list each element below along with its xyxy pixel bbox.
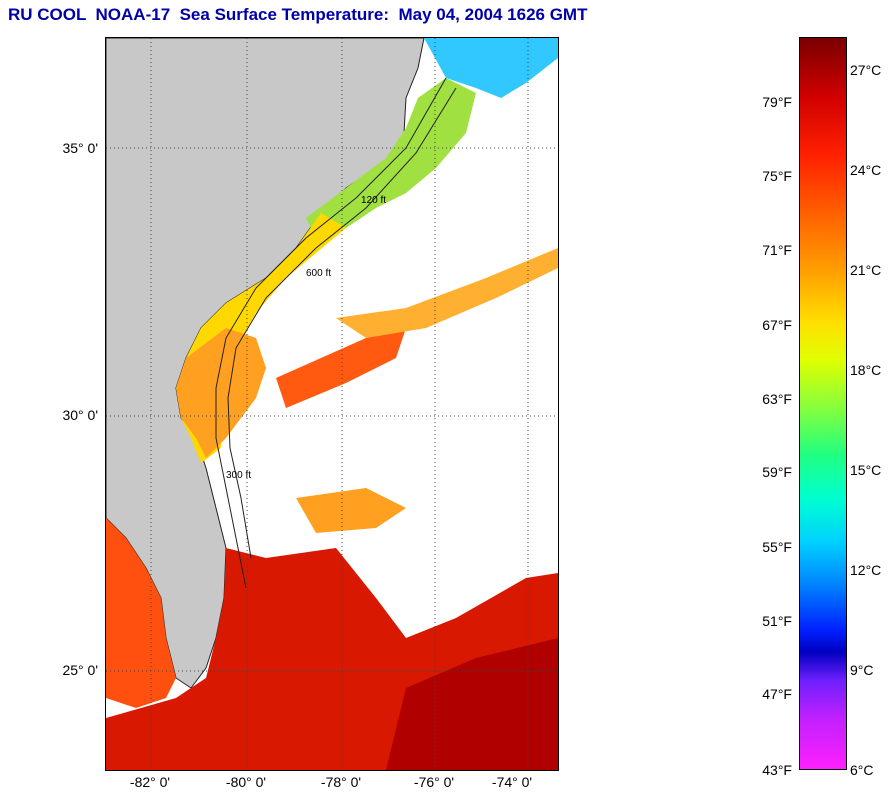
lat-label-30: 30° 0'	[62, 407, 98, 423]
lon-label-80: -80° 0'	[225, 774, 267, 790]
colorbar-f-75: 75°F	[762, 168, 792, 184]
depth-contours	[215, 77, 457, 589]
warm-filament-1	[276, 328, 406, 408]
graticule	[106, 38, 558, 770]
colorbar-c-27: 27°C	[850, 62, 882, 78]
colorbar-f-47: 47°F	[762, 686, 792, 702]
colorbar-c-12: 12°C	[850, 562, 882, 578]
lon-label-78: -78° 0'	[320, 774, 362, 790]
colorbar-f-79: 79°F	[762, 94, 792, 110]
colorbar-c-24: 24°C	[850, 162, 882, 178]
colorbar-f-43: 43°F	[762, 762, 792, 778]
lat-label-25: 25° 0'	[62, 662, 98, 678]
sst-map-canvas: 120 ft 600 ft 300 ft	[106, 38, 558, 770]
lon-label-82: -82° 0'	[129, 774, 171, 790]
colorbar-f-71: 71°F	[762, 242, 792, 258]
colorbar-c-9: 9°C	[850, 662, 874, 678]
contour-label-600: 600 ft	[306, 268, 331, 279]
lon-label-76: -76° 0'	[413, 774, 455, 790]
shelf-water-mid	[306, 78, 476, 238]
lon-label-74: -74° 0'	[491, 774, 533, 790]
colorbar-f-63: 63°F	[762, 391, 792, 407]
contour-label-300: 300 ft	[226, 470, 251, 481]
warm-filament-2	[336, 248, 558, 338]
colorbar-c-21: 21°C	[850, 262, 882, 278]
colorbar-f-55: 55°F	[762, 539, 792, 555]
colorbar-f-51: 51°F	[762, 613, 792, 629]
colorbar-f-67: 67°F	[762, 317, 792, 333]
temperature-colorbar	[799, 37, 847, 770]
colorbar-c-18: 18°C	[850, 362, 882, 378]
gulf-water	[106, 518, 176, 708]
colorbar-c-6: 6°C	[850, 762, 874, 778]
contour-label-120: 120 ft	[361, 195, 386, 206]
shelf-water-orange	[176, 328, 266, 458]
shelf-water-cool	[424, 38, 558, 98]
sst-map[interactable]: 120 ft 600 ft 300 ft	[105, 37, 559, 771]
lat-label-35: 35° 0'	[62, 140, 98, 156]
warm-filament-3	[296, 488, 406, 533]
colorbar-f-59: 59°F	[762, 464, 792, 480]
colorbar-c-15: 15°C	[850, 462, 882, 478]
page-title: RU COOL NOAA-17 Sea Surface Temperature:…	[8, 5, 588, 24]
